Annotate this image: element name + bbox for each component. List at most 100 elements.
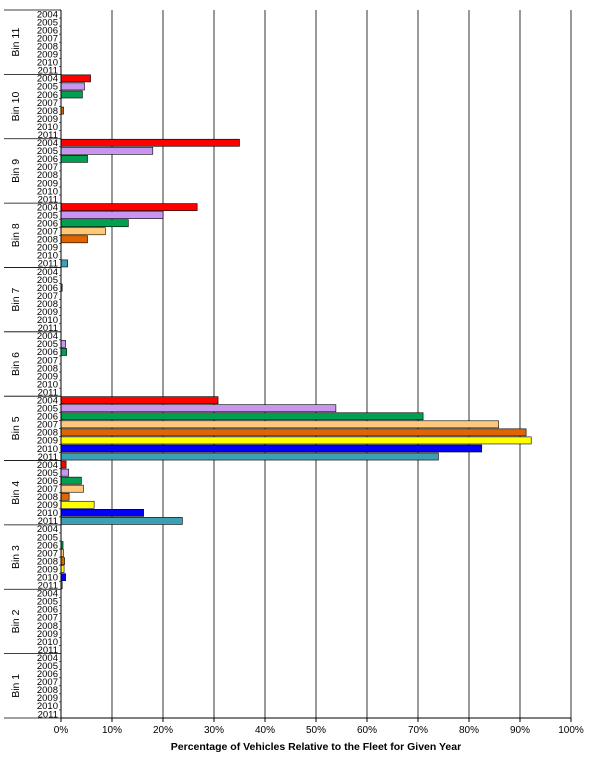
bar [60, 219, 129, 228]
bin-label: Bin 9 [10, 159, 22, 183]
y-tick-label: 2011 [38, 645, 58, 656]
bar [60, 557, 65, 565]
bar [60, 500, 95, 509]
y-tick-label: 2009 [37, 500, 58, 511]
y-tick-label: 2007 [37, 420, 58, 431]
y-tick-label: 2005 [37, 468, 58, 479]
y-tick-label: 2005 [37, 661, 58, 672]
x-tick-label: 100% [558, 725, 584, 736]
y-tick-label: 2005 [37, 275, 58, 286]
y-tick-label: 2004 [37, 524, 58, 535]
y-tick-label: 2010 [37, 444, 58, 455]
y-tick-label: 2011 [38, 323, 58, 334]
y-tick-label: 2009 [37, 114, 58, 125]
bar [60, 74, 91, 83]
y-tick-label: 2007 [37, 291, 58, 302]
x-tick-label: 90% [510, 725, 530, 736]
bar [60, 138, 240, 147]
y-tick-label: 2004 [37, 267, 58, 278]
bar [60, 517, 183, 525]
y-tick-label: 2008 [37, 556, 58, 567]
y-tick-label: 2011 [38, 516, 58, 527]
y-tick-label: 2011 [38, 130, 58, 141]
y-tick-label: 2006 [37, 25, 58, 36]
y-tick-label: 2010 [37, 701, 58, 712]
y-tick-label: 2007 [37, 677, 58, 688]
bar [60, 396, 219, 405]
y-tick-label: 2004 [37, 74, 58, 85]
x-tick-label: 70% [408, 725, 428, 736]
y-tick-label: 2006 [37, 154, 58, 165]
y-tick-label: 2011 [38, 709, 58, 720]
y-tick-label: 2005 [37, 82, 58, 93]
y-tick-label: 2011 [38, 194, 58, 205]
bar [60, 444, 483, 453]
y-tick-label: 2008 [37, 42, 58, 53]
bar [60, 484, 84, 493]
y-tick-label: 2009 [37, 693, 58, 704]
y-tick-label: 2004 [37, 396, 58, 407]
y-tick-label: 2007 [37, 613, 58, 624]
gridlines [111, 10, 572, 718]
y-tick-label: 2009 [37, 629, 58, 640]
bar [60, 340, 66, 348]
y-tick-label: 2007 [37, 33, 58, 44]
y-tick-label: 2005 [37, 210, 58, 221]
y-tick-label: 2009 [37, 436, 58, 447]
y-tick-label: 2011 [38, 452, 58, 463]
y-tick-label: 2004 [37, 138, 58, 149]
x-axis-title: Percentage of Vehicles Relative to the F… [171, 741, 461, 753]
y-tick-label: 2005 [37, 532, 58, 543]
y-tick-label: 2005 [37, 404, 58, 415]
bin-label: Bin 10 [10, 92, 22, 122]
bar [60, 509, 144, 517]
x-tick-label: 50% [306, 725, 326, 736]
x-tick-label: 10% [102, 725, 122, 736]
y-tick-label: 2006 [37, 283, 58, 294]
axes [4, 9, 572, 722]
y-tick-label: 2006 [37, 412, 58, 423]
x-tick-label: 20% [153, 725, 173, 736]
y-tick-label: 2009 [37, 178, 58, 189]
bar [60, 259, 68, 268]
bar [60, 492, 70, 501]
bar [60, 82, 85, 91]
bar [60, 227, 106, 236]
y-tick-label: 2010 [37, 58, 58, 69]
y-tick-label: 2005 [37, 17, 58, 28]
bar [60, 468, 69, 477]
y-tick-label: 2009 [37, 564, 58, 575]
bin-labels: Bin 11 Bin 10 Bin 9 Bin 8 Bin 7 Bin 6 Bin 5 Bin… [10, 28, 22, 698]
bin-label: Bin 3 [10, 545, 22, 569]
y-tick-label: 2006 [37, 219, 58, 230]
y-tick-label: 2007 [37, 98, 58, 109]
bar [60, 235, 88, 244]
y-tick-label: 2010 [37, 251, 58, 262]
y-tick-label: 2004 [37, 331, 58, 342]
bar [60, 404, 337, 413]
y-tick-label: 2011 [38, 66, 58, 77]
bin-label: Bin 6 [10, 352, 22, 376]
bar [60, 436, 532, 445]
y-tick-label: 2004 [37, 202, 58, 213]
x-tick-label: 0% [54, 725, 69, 736]
y-tick-label: 2010 [37, 315, 58, 326]
y-tick-label: 2004 [37, 9, 58, 20]
y-tick-label: 2008 [37, 621, 58, 632]
y-tick-label: 2005 [37, 597, 58, 608]
y-tick-label: 2011 [38, 387, 58, 398]
y-tick-label: 2011 [38, 581, 58, 592]
y-tick-label: 2010 [37, 122, 58, 133]
y-tick-label: 2010 [37, 637, 58, 648]
bin-label: Bin 7 [10, 288, 22, 312]
bar [60, 155, 88, 163]
y-tick-label: 2010 [37, 508, 58, 519]
y-tick-label: 2007 [37, 227, 58, 238]
y-tick-label: 2006 [37, 347, 58, 358]
y-tick-label: 2009 [37, 307, 58, 318]
x-tick-label: 30% [204, 725, 224, 736]
y-tick-label: 2008 [37, 299, 58, 310]
y-tick-label: 2008 [37, 235, 58, 246]
x-tick-label: 40% [255, 725, 275, 736]
